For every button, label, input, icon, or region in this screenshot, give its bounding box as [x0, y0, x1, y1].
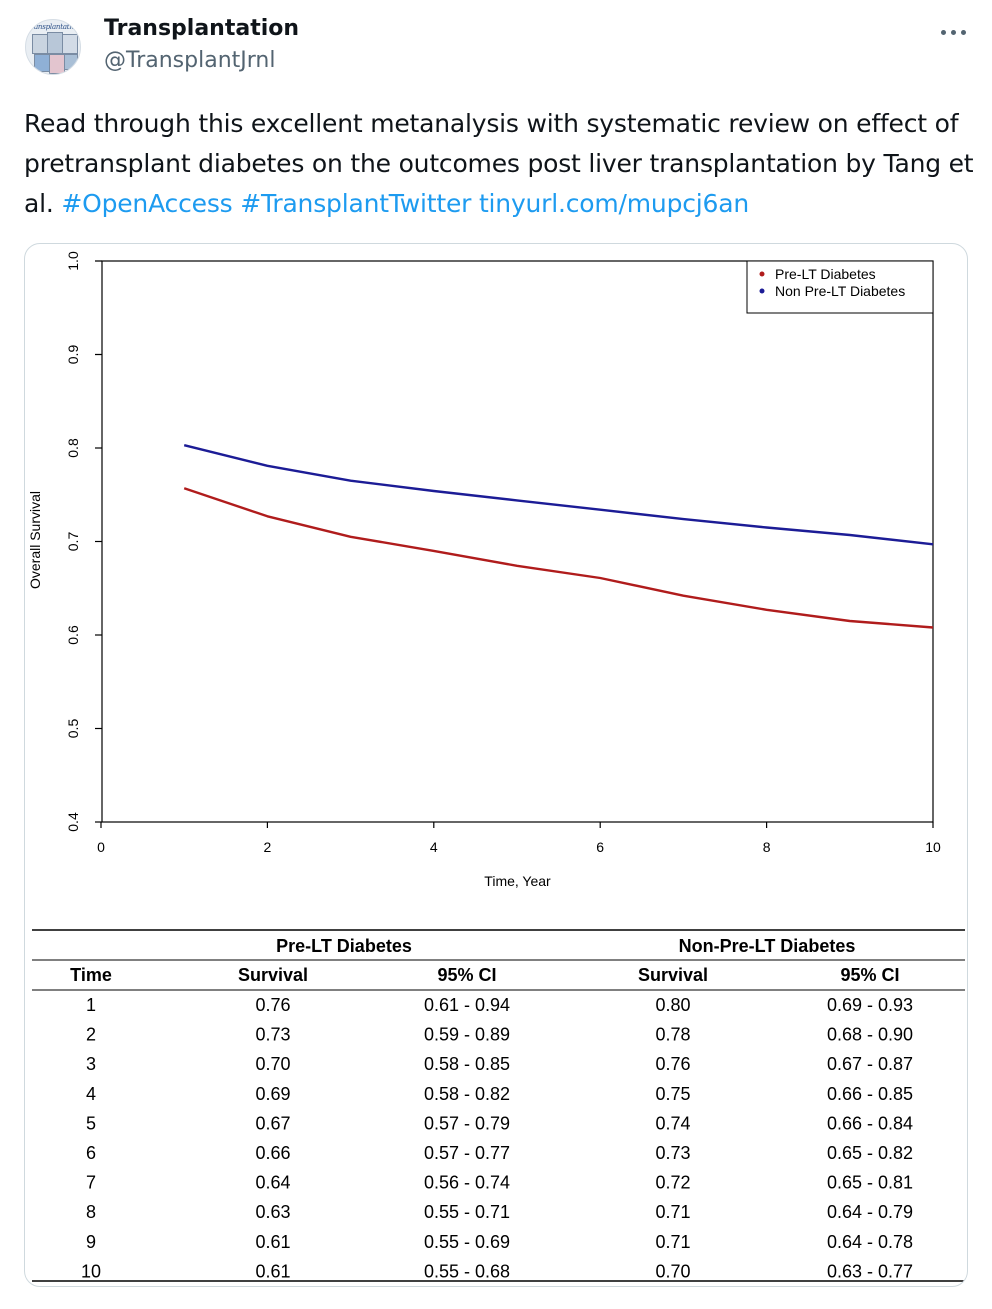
- table-cell: 0.55 - 0.71: [424, 1202, 510, 1222]
- y-tick-label: 0.5: [65, 719, 81, 739]
- table-column-header: Survival: [638, 965, 708, 985]
- tweet-media-image[interactable]: 0 2 4 6 8 10 0.4 0.5 0.6 0.7 0.8 0.9 1.0 Time, Year Ov…: [24, 243, 968, 1287]
- table-cell: 0.80: [655, 995, 690, 1015]
- table-cell: 0.69 - 0.93: [827, 995, 913, 1015]
- avatar-logo-text: transplantation: [28, 23, 80, 31]
- table-cell: 0.55 - 0.69: [424, 1232, 510, 1252]
- y-tick-label: 0.7: [65, 532, 81, 552]
- table-cell: 0.71: [655, 1202, 690, 1222]
- table-cell: 0.55 - 0.68: [424, 1261, 510, 1281]
- hashtag-transplanttwitter[interactable]: #TransplantTwitter: [240, 189, 472, 218]
- table-cell: 1: [86, 995, 96, 1015]
- table-cell: 3: [86, 1054, 96, 1074]
- table-cell: 7: [86, 1173, 96, 1193]
- plot-frame: [101, 260, 934, 823]
- table-cell: 0.57 - 0.79: [424, 1113, 510, 1133]
- table-column-header: Time: [70, 965, 112, 985]
- table-cell: 0.65 - 0.81: [827, 1173, 913, 1193]
- table-cell: 0.66: [255, 1143, 290, 1163]
- table-cell: 0.58 - 0.85: [424, 1054, 510, 1074]
- table-column-header: Survival: [238, 965, 308, 985]
- table-cell: 0.64 - 0.78: [827, 1232, 913, 1252]
- table-cell: 2: [86, 1025, 96, 1045]
- table-group-header-non-pre-lt: Non-Pre-LT Diabetes: [679, 936, 856, 956]
- table-cell: 0.56 - 0.74: [424, 1173, 510, 1193]
- legend-label: Non Pre-LT Diabetes: [775, 283, 905, 299]
- y-tick-label: 0.9: [65, 345, 81, 365]
- table-cell: 0.73: [655, 1143, 690, 1163]
- x-tick-label: 0: [97, 839, 105, 855]
- table-cell: 0.67 - 0.87: [827, 1054, 913, 1074]
- table-cell: 0.61 - 0.94: [424, 995, 510, 1015]
- table-cell: 0.78: [655, 1025, 690, 1045]
- y-tick-label: 1.0: [65, 251, 81, 271]
- x-tick-label: 4: [430, 839, 438, 855]
- table-cell: 0.69: [255, 1084, 290, 1104]
- legend-label: Pre-LT Diabetes: [775, 266, 876, 282]
- table-cell: 0.58 - 0.82: [424, 1084, 510, 1104]
- x-tick-label: 10: [925, 839, 941, 855]
- account-handle[interactable]: @TransplantJrnl: [104, 48, 276, 73]
- account-name[interactable]: Transplantation: [104, 16, 300, 41]
- tweet-body-text: Read through this excellent metanalysis …: [24, 109, 974, 218]
- table-cell: 0.70: [255, 1054, 290, 1074]
- table-cell: 0.66 - 0.85: [827, 1084, 913, 1104]
- y-tick-label: 0.6: [65, 625, 81, 645]
- table-cell: 10: [81, 1261, 101, 1281]
- table-cell: 0.63: [255, 1202, 290, 1222]
- x-tick-label: 2: [264, 839, 272, 855]
- hashtag-openaccess[interactable]: #OpenAccess: [61, 189, 233, 218]
- table-cell: 0.66 - 0.84: [827, 1113, 913, 1133]
- tweet-link[interactable]: tinyurl.com/mupcj6an: [478, 189, 750, 218]
- table-cell: 0.76: [655, 1054, 690, 1074]
- x-tick-label: 6: [596, 839, 604, 855]
- table-column-header: 95% CI: [840, 965, 899, 985]
- x-tick-label: 8: [763, 839, 771, 855]
- table-cell: 0.65 - 0.82: [827, 1143, 913, 1163]
- table-cell: 0.70: [655, 1261, 690, 1281]
- y-tick-label: 0.8: [65, 438, 81, 458]
- series-line-pre-lt: [183, 487, 934, 629]
- table-cell: 0.61: [255, 1232, 290, 1252]
- table-cell: 0.59 - 0.89: [424, 1025, 510, 1045]
- table-cell: 0.75: [655, 1084, 690, 1104]
- table-cell: 0.72: [655, 1173, 690, 1193]
- account-avatar[interactable]: transplantation: [25, 19, 81, 75]
- table-cell: 0.68 - 0.90: [827, 1025, 913, 1045]
- table-cell: 0.57 - 0.77: [424, 1143, 510, 1163]
- table-cell: 8: [86, 1202, 96, 1222]
- table-column-header: 95% CI: [437, 965, 496, 985]
- survival-chart: 0 2 4 6 8 10 0.4 0.5 0.6 0.7 0.8 0.9 1.0 Time, Year Ov…: [27, 251, 965, 1282]
- table-cell: 0.63 - 0.77: [827, 1261, 913, 1281]
- table-cell: 0.74: [655, 1113, 690, 1133]
- table-cell: 0.64 - 0.79: [827, 1202, 913, 1222]
- legend-box: [746, 260, 934, 314]
- table-cell: 5: [86, 1113, 96, 1133]
- table-cell: 9: [86, 1232, 96, 1252]
- table-cell: 0.67: [255, 1113, 290, 1133]
- legend-marker: [759, 288, 765, 294]
- table-cell: 0.61: [255, 1261, 290, 1281]
- x-axis-label: Time, Year: [484, 873, 551, 889]
- more-options-icon[interactable]: [935, 26, 971, 38]
- y-tick-label: 0.4: [65, 812, 81, 832]
- table-cell: 6: [86, 1143, 96, 1163]
- y-axis-label: Overall Survival: [27, 491, 43, 589]
- table-group-header-pre-lt: Pre-LT Diabetes: [276, 936, 412, 956]
- series-line-non-pre-lt: [183, 444, 934, 546]
- tweet-text: Read through this excellent metanalysis …: [24, 104, 974, 224]
- table-cell: 0.73: [255, 1025, 290, 1045]
- table-cell: 0.64: [255, 1173, 290, 1193]
- table-cell: 0.76: [255, 995, 290, 1015]
- legend-marker: [759, 271, 765, 277]
- table-cell: 4: [86, 1084, 96, 1104]
- table-cell: 0.71: [655, 1232, 690, 1252]
